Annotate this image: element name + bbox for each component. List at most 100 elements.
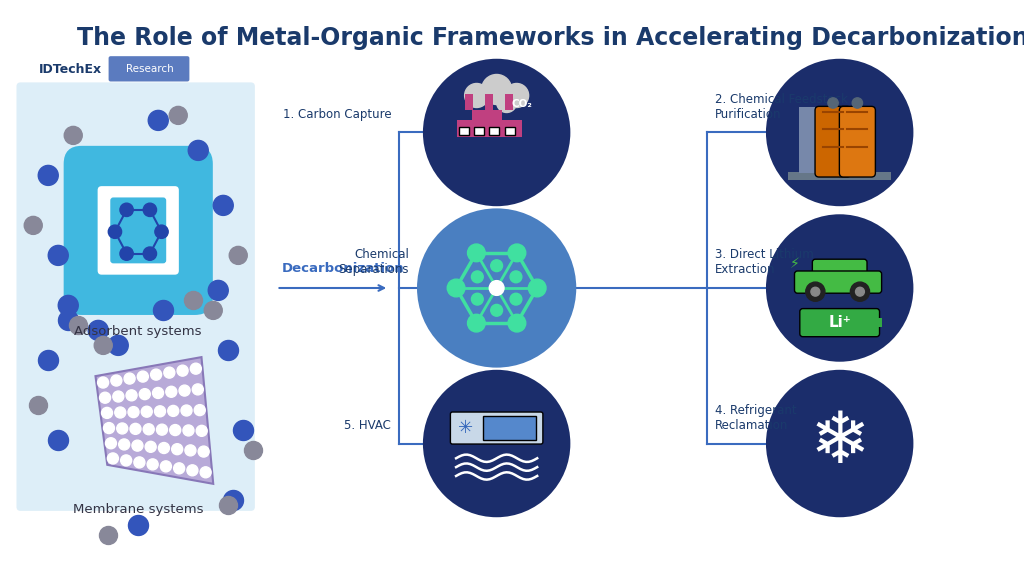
Text: 4. Refrigerant
Reclamation: 4. Refrigerant Reclamation [715,404,797,432]
Text: Membrane systems: Membrane systems [73,503,204,516]
Circle shape [471,271,483,283]
Bar [877,318,882,327]
Circle shape [223,491,244,510]
Circle shape [468,314,485,332]
Text: ⚡: ⚡ [791,257,800,271]
Circle shape [108,453,119,464]
Circle shape [423,370,570,517]
Circle shape [187,465,198,476]
Circle shape [183,425,194,436]
Circle shape [58,295,78,316]
Circle shape [103,423,115,434]
Circle shape [219,497,238,514]
Circle shape [157,424,168,435]
Circle shape [155,225,168,238]
Circle shape [197,425,207,437]
Circle shape [184,291,203,309]
Circle shape [168,406,179,416]
FancyBboxPatch shape [451,412,543,444]
Circle shape [185,445,196,456]
Circle shape [139,389,151,400]
Circle shape [190,363,202,374]
Text: Adsorbent systems: Adsorbent systems [75,325,202,338]
FancyBboxPatch shape [812,259,867,283]
Text: Li⁺: Li⁺ [828,315,851,330]
Circle shape [852,98,862,108]
Circle shape [510,271,522,283]
Circle shape [30,396,47,415]
Circle shape [151,369,162,380]
Text: 5. HVAC: 5. HVAC [344,419,391,432]
Circle shape [465,84,488,108]
FancyBboxPatch shape [505,127,515,135]
Circle shape [195,404,205,416]
Circle shape [99,392,111,403]
Circle shape [134,457,145,468]
Text: ❄: ❄ [809,409,870,478]
Circle shape [141,406,153,417]
FancyBboxPatch shape [795,271,882,293]
Circle shape [137,371,148,382]
Circle shape [193,384,204,395]
Bar [799,107,815,173]
Text: The Role of Metal-Organic Frameworks in Accelerating Decarbonization: The Role of Metal-Organic Frameworks in … [77,26,1024,50]
Circle shape [766,214,913,362]
Circle shape [850,282,869,301]
Text: CO₂: CO₂ [512,100,532,109]
Bar [505,94,513,111]
Circle shape [105,438,117,449]
Circle shape [508,244,525,262]
Circle shape [120,247,133,260]
Circle shape [39,350,58,370]
Polygon shape [95,357,213,484]
Circle shape [128,407,139,418]
Circle shape [119,439,130,450]
Circle shape [159,442,169,453]
Circle shape [177,365,188,376]
Circle shape [188,141,208,160]
Circle shape [218,340,239,361]
Text: IDTechEx: IDTechEx [39,63,102,75]
Text: 2. Chemical Feedstock
Purification: 2. Chemical Feedstock Purification [715,93,848,121]
Circle shape [827,98,839,108]
Circle shape [208,281,228,301]
Circle shape [126,390,137,401]
Circle shape [200,467,211,478]
FancyBboxPatch shape [800,309,880,337]
Circle shape [115,407,126,418]
Circle shape [155,406,166,417]
Circle shape [766,59,913,206]
Circle shape [489,281,504,295]
Circle shape [855,287,864,296]
FancyBboxPatch shape [111,198,166,263]
Circle shape [65,126,82,145]
Circle shape [48,245,69,266]
Circle shape [147,459,158,470]
Circle shape [99,526,118,544]
Circle shape [447,279,465,297]
Circle shape [505,84,528,108]
FancyBboxPatch shape [109,56,189,81]
Circle shape [132,440,143,451]
FancyBboxPatch shape [63,146,213,315]
Circle shape [94,336,113,354]
Text: ✳: ✳ [458,419,473,437]
FancyBboxPatch shape [459,127,469,135]
Circle shape [113,391,124,402]
Circle shape [143,424,155,435]
Circle shape [806,282,825,301]
Circle shape [58,310,79,331]
Circle shape [117,423,128,434]
Circle shape [417,209,577,367]
Text: 1. Carbon Capture: 1. Carbon Capture [283,108,391,121]
Circle shape [181,405,193,416]
Circle shape [25,217,42,234]
Bar [484,94,493,111]
Circle shape [70,316,87,335]
Circle shape [490,304,503,316]
Circle shape [213,195,233,215]
Circle shape [468,244,485,262]
Circle shape [161,461,171,472]
Circle shape [120,203,133,217]
FancyBboxPatch shape [488,127,499,135]
